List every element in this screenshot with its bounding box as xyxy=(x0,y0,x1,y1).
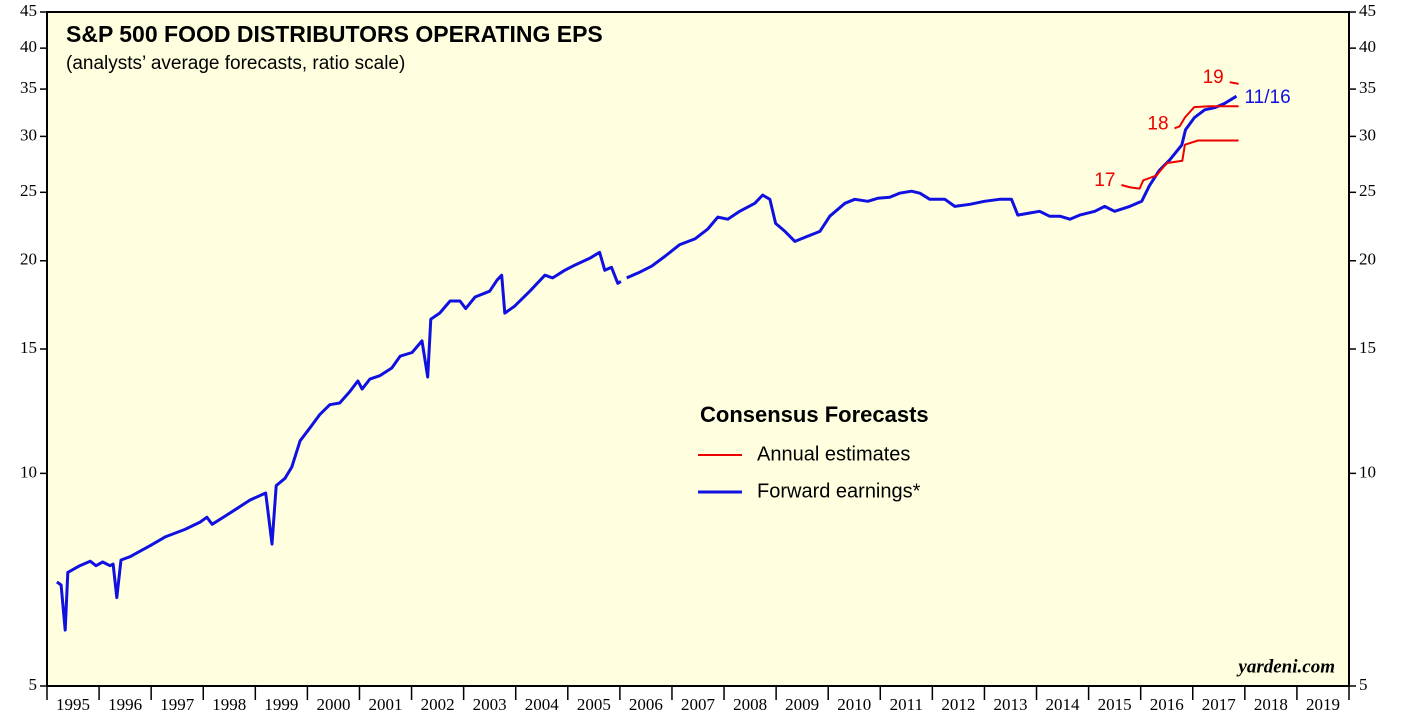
x-tick-label: 2006 xyxy=(629,695,663,714)
y2-tick-label: 10 xyxy=(1359,462,1376,481)
series-line xyxy=(56,94,1238,632)
y2-tick-label: 15 xyxy=(1359,338,1376,357)
x-tick-label: 2014 xyxy=(1046,695,1081,714)
x-tick-label: 2002 xyxy=(421,695,455,714)
series-label: 17 xyxy=(1094,170,1115,191)
y2-tick-label: 40 xyxy=(1359,37,1376,56)
x-tick-label: 2013 xyxy=(993,695,1027,714)
x-tick-label: 2015 xyxy=(1098,695,1132,714)
y-tick-label: 45 xyxy=(20,1,37,20)
x-tick-label: 2010 xyxy=(837,695,871,714)
lines xyxy=(56,81,1239,632)
series-label: 18 xyxy=(1147,113,1168,134)
x-tick-label: 1997 xyxy=(160,695,195,714)
plot-background xyxy=(47,12,1349,686)
x-tick-label: 1996 xyxy=(108,695,142,714)
x-tick-label: 2011 xyxy=(890,695,923,714)
series-label: 19 xyxy=(1203,67,1224,88)
y-tick-label: 30 xyxy=(20,125,37,144)
x-tick-label: 2019 xyxy=(1306,695,1340,714)
x-tick-label: 2017 xyxy=(1202,695,1237,714)
y2-tick-label: 5 xyxy=(1359,675,1368,694)
x-tick-label: 2005 xyxy=(577,695,611,714)
x-tick-label: 2018 xyxy=(1254,695,1288,714)
x-tick-label: 2000 xyxy=(316,695,350,714)
x-tick-label: 2012 xyxy=(941,695,975,714)
y2-tick-label: 30 xyxy=(1359,125,1376,144)
y2-tick-label: 25 xyxy=(1359,181,1376,200)
x-tick-label: 1998 xyxy=(212,695,246,714)
y2-tick-label: 45 xyxy=(1359,1,1376,20)
y-tick-label: 25 xyxy=(20,181,37,200)
y-tick-label: 35 xyxy=(20,78,37,97)
chart-subtitle: (analysts’ average forecasts, ratio scal… xyxy=(66,53,405,74)
series-label: 11/16 xyxy=(1245,87,1291,108)
legend-label: Forward earnings* xyxy=(757,480,921,502)
series-line xyxy=(1229,81,1239,85)
watermark: yardeni.com xyxy=(1236,656,1335,677)
x-tick-label: 2016 xyxy=(1150,695,1184,714)
x-tick-label: 2008 xyxy=(733,695,767,714)
y-tick-label: 5 xyxy=(29,675,38,694)
y-tick-label: 10 xyxy=(20,462,37,481)
x-tick-label: 2004 xyxy=(525,695,560,714)
y-tick-label: 15 xyxy=(20,338,37,357)
x-tick-label: 1995 xyxy=(56,695,90,714)
series-line xyxy=(1121,139,1239,190)
y-tick-label: 20 xyxy=(20,250,37,269)
x-tick-label: 2001 xyxy=(369,695,403,714)
series-line xyxy=(1174,105,1239,130)
y-tick-label: 40 xyxy=(20,37,37,56)
legend-title: Consensus Forecasts xyxy=(700,402,929,427)
y2-tick-label: 35 xyxy=(1359,78,1376,97)
x-tick-label: 2003 xyxy=(473,695,507,714)
x-tick-label: 2009 xyxy=(785,695,819,714)
legend-label: Annual estimates xyxy=(757,443,910,465)
x-tick-label: 2007 xyxy=(681,695,716,714)
chart-title: S&P 500 FOOD DISTRIBUTORS OPERATING EPS xyxy=(66,21,603,47)
y2-tick-label: 20 xyxy=(1359,250,1376,269)
x-tick-label: 1999 xyxy=(264,695,298,714)
